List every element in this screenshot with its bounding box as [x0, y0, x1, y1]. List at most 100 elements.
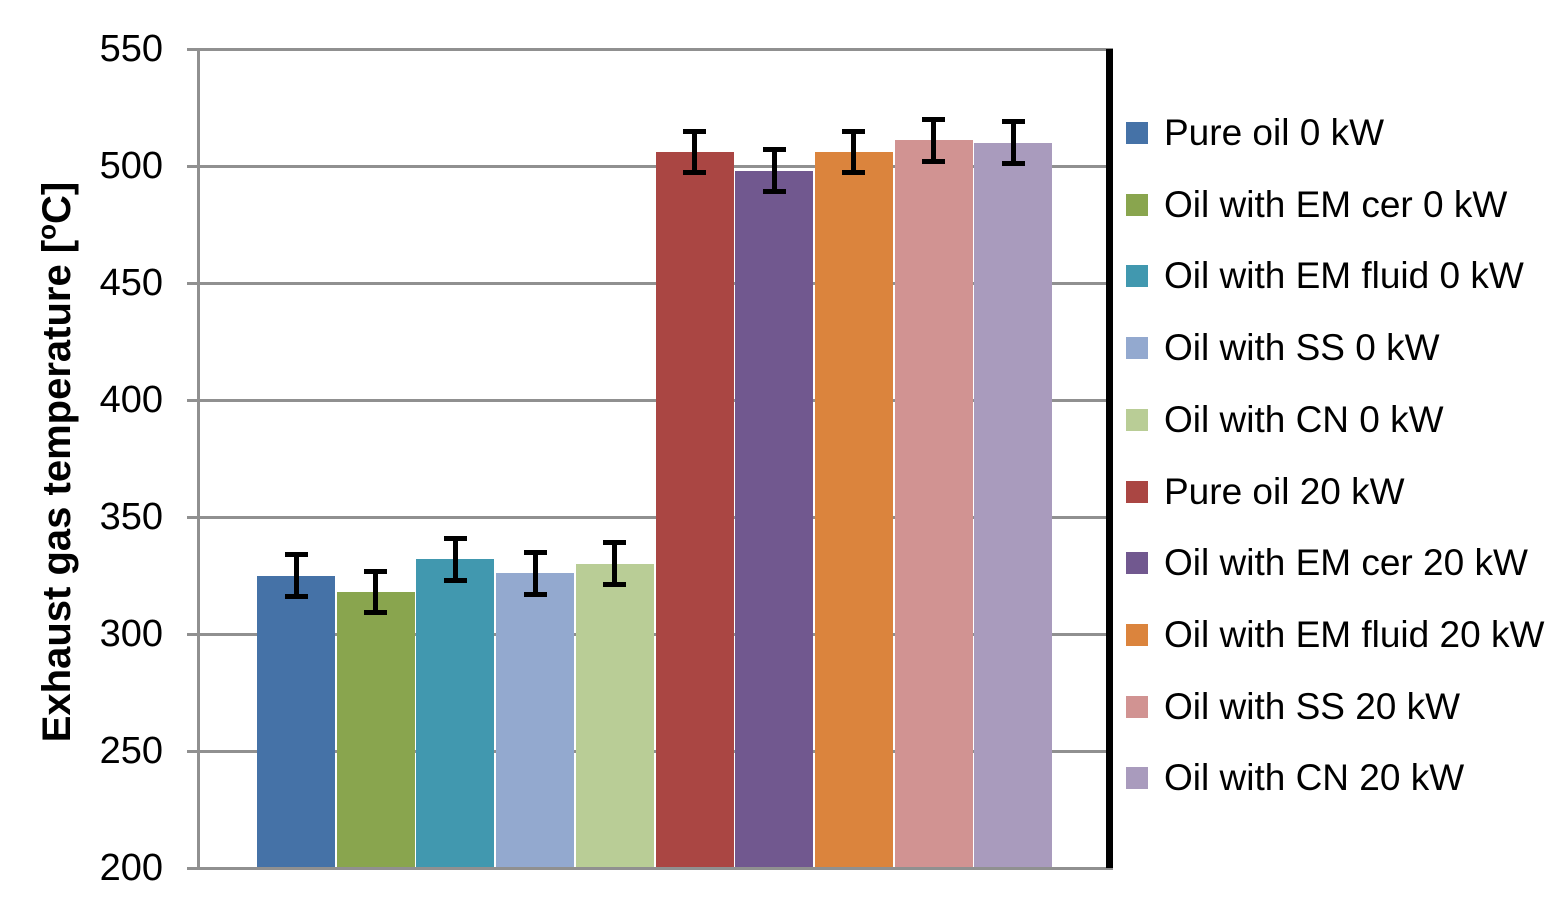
- error-bar-stem: [692, 128, 697, 176]
- y-axis-line: [197, 49, 200, 868]
- error-bar-cap-top: [603, 540, 627, 546]
- legend-label: Oil with EM fluid 0 kW: [1164, 255, 1524, 297]
- bar: [257, 575, 335, 868]
- error-bar-cap-top: [842, 128, 866, 134]
- error-bar-cap-top: [523, 549, 547, 555]
- bar: [894, 140, 973, 868]
- legend-label: Oil with EM cer 20 kW: [1164, 542, 1528, 584]
- error-bar-cap-bottom: [762, 189, 786, 195]
- error-bar-stem: [771, 147, 777, 195]
- legend-swatch: [1126, 193, 1148, 216]
- y-tick-label: 450: [99, 262, 163, 304]
- legend-label: Pure oil 0 kW: [1164, 112, 1385, 153]
- legend-swatch: [1126, 552, 1148, 575]
- legend-swatch: [1126, 623, 1148, 646]
- legend-label: Oil with SS 0 kW: [1164, 327, 1440, 369]
- bar: [416, 559, 495, 868]
- legend-swatch: [1126, 122, 1148, 144]
- error-bar-stem: [293, 552, 299, 599]
- plot-right-border: [1106, 49, 1113, 868]
- bar: [814, 152, 893, 868]
- gridline: [187, 48, 1113, 51]
- error-bar-cap-top: [922, 116, 946, 122]
- error-bar-cap-bottom: [364, 610, 388, 616]
- y-tick-label: 400: [99, 379, 163, 421]
- legend-swatch: [1126, 265, 1148, 288]
- x-axis-line: [187, 867, 1113, 870]
- legend-label: Oil with SS 20 kW: [1164, 685, 1461, 727]
- gridline: [187, 282, 1113, 285]
- error-bar-cap-bottom: [284, 593, 308, 599]
- bar: [974, 142, 1053, 868]
- error-bar-cap-top: [762, 147, 786, 153]
- error-bar-stem: [612, 540, 618, 588]
- bar: [496, 573, 575, 868]
- error-bar-cap-bottom: [842, 170, 866, 176]
- error-bar-stem: [1010, 119, 1016, 166]
- error-bar-cap-top: [683, 128, 706, 134]
- y-tick-label: 500: [99, 145, 163, 187]
- legend-label: Oil with CN 20 kW: [1164, 757, 1465, 799]
- bar: [575, 563, 654, 868]
- bar: [655, 152, 734, 868]
- error-bar-cap-top: [284, 552, 308, 558]
- legend-label: Oil with EM cer 0 kW: [1164, 183, 1508, 225]
- error-bar-cap-bottom: [1001, 161, 1025, 166]
- gridline: [187, 516, 1113, 519]
- error-bar-cap-bottom: [683, 170, 706, 176]
- gridline: [187, 165, 1113, 168]
- legend-label: Pure oil 20 kW: [1164, 470, 1405, 512]
- error-bar-stem: [532, 549, 538, 597]
- legend-swatch: [1126, 480, 1148, 503]
- legend-swatch: [1126, 695, 1148, 718]
- error-bar-stem: [851, 128, 857, 176]
- gridline: [187, 399, 1113, 402]
- legend-label: Oil with EM fluid 20 kW: [1164, 613, 1545, 655]
- error-bar-stem: [373, 568, 379, 616]
- error-bar-cap-bottom: [603, 582, 627, 588]
- legend-swatch: [1126, 767, 1148, 790]
- error-bar-cap-top: [364, 568, 388, 574]
- y-tick-label: 550: [99, 28, 163, 70]
- y-tick-label: 300: [99, 613, 163, 655]
- error-bar-cap-top: [1001, 119, 1025, 125]
- y-tick-label: 350: [99, 496, 163, 538]
- error-bar-stem: [452, 535, 458, 583]
- error-bar-cap-bottom: [922, 158, 946, 164]
- bar: [735, 170, 814, 868]
- y-tick-label: 250: [99, 730, 163, 772]
- error-bar-stem: [931, 116, 937, 164]
- error-bar-cap-top: [443, 535, 467, 541]
- legend-swatch: [1126, 337, 1148, 360]
- y-tick-label: 200: [99, 847, 163, 889]
- legend-label: Oil with CN 0 kW: [1164, 398, 1444, 440]
- bar: [336, 591, 415, 868]
- error-bar-cap-bottom: [443, 577, 467, 583]
- legend-swatch: [1126, 408, 1148, 431]
